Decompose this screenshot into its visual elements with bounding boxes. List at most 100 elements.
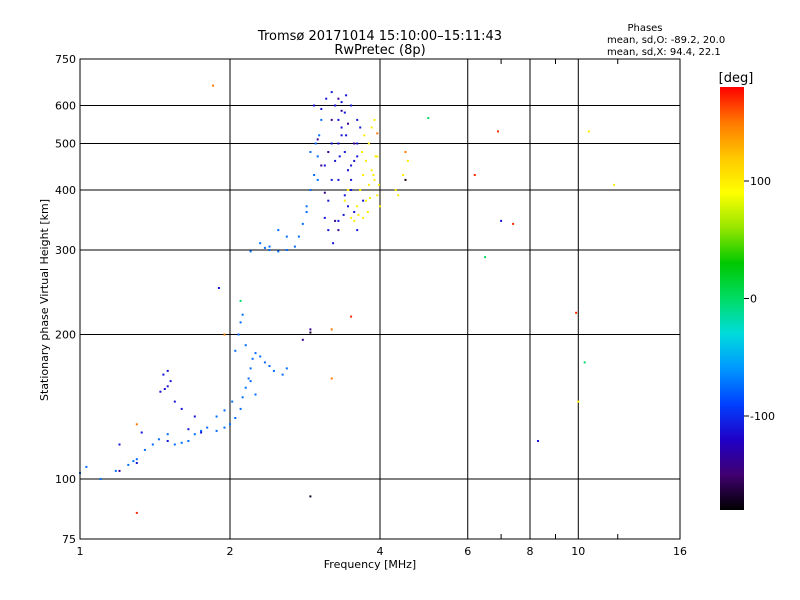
data-point — [327, 151, 330, 153]
data-point — [330, 377, 333, 380]
data-point — [244, 386, 247, 389]
data-point — [347, 205, 349, 208]
data-point — [406, 159, 409, 162]
data-point — [497, 130, 499, 133]
data-point — [330, 91, 333, 94]
data-point — [239, 407, 242, 410]
data-point — [305, 211, 308, 213]
data-point — [345, 134, 348, 137]
data-point — [362, 199, 365, 202]
data-point — [320, 118, 323, 121]
data-point — [370, 126, 373, 129]
colorbar-label: [deg] — [719, 71, 754, 86]
data-point — [249, 250, 252, 253]
data-point — [334, 219, 337, 222]
data-point — [356, 205, 359, 208]
data-point — [316, 138, 319, 141]
stats-x-line: mean, sd,X: 94.4, 22.1 — [607, 47, 721, 58]
data-point — [404, 151, 407, 153]
data-point — [365, 199, 367, 202]
data-point — [337, 229, 340, 232]
data-point — [127, 463, 130, 466]
y-tick-label: 100 — [55, 473, 76, 486]
data-point — [402, 174, 405, 176]
data-point — [323, 164, 326, 167]
data-point — [367, 183, 370, 186]
data-point — [200, 429, 203, 432]
data-point — [277, 229, 280, 232]
data-point — [223, 333, 226, 336]
data-point — [241, 313, 244, 316]
data-point — [254, 393, 257, 396]
data-point — [135, 462, 138, 464]
data-point — [239, 299, 242, 302]
data-point — [187, 428, 190, 431]
data-point — [166, 440, 169, 442]
colorbar-ticks: 100 0 -100 — [744, 175, 775, 423]
data-point — [99, 478, 102, 480]
data-point — [223, 409, 226, 412]
data-point — [394, 189, 397, 191]
data-point — [330, 118, 333, 121]
data-point — [301, 338, 304, 341]
data-point — [356, 142, 359, 145]
data-point — [193, 433, 196, 436]
data-point — [135, 511, 138, 514]
data-point — [231, 400, 234, 403]
data-point — [345, 94, 348, 97]
data-point — [320, 108, 323, 110]
data-points — [79, 84, 616, 514]
data-point — [173, 400, 176, 403]
data-point — [537, 440, 539, 442]
data-point — [373, 178, 376, 181]
data-point — [151, 443, 154, 446]
data-point — [350, 178, 353, 181]
data-point — [244, 344, 247, 347]
data-point — [334, 104, 337, 107]
data-point — [484, 256, 487, 259]
data-point — [337, 219, 340, 222]
data-point — [367, 142, 370, 145]
data-point — [254, 352, 257, 355]
data-point — [379, 205, 381, 208]
y-tick-label: 500 — [55, 138, 76, 151]
data-point — [85, 465, 88, 468]
data-point — [334, 159, 337, 162]
x-tick-label: 4 — [377, 545, 384, 558]
colorbar-tick-label: 100 — [750, 175, 771, 188]
data-point — [347, 122, 349, 125]
data-point — [215, 415, 218, 418]
data-point — [356, 229, 359, 232]
data-point — [268, 365, 271, 367]
data-point — [343, 111, 346, 114]
data-point — [583, 361, 586, 364]
data-point — [327, 229, 330, 232]
data-point — [316, 178, 319, 181]
data-point — [163, 388, 166, 390]
data-point — [343, 151, 346, 153]
data-point — [157, 438, 160, 441]
data-point — [323, 216, 326, 219]
data-point — [200, 431, 203, 434]
data-point — [318, 134, 321, 137]
data-point — [234, 417, 237, 419]
data-point — [285, 235, 288, 238]
y-tick-label: 75 — [62, 533, 76, 546]
data-point — [359, 189, 362, 191]
data-point — [241, 396, 244, 399]
data-point — [132, 460, 135, 463]
data-point — [350, 216, 353, 219]
data-point — [281, 373, 284, 376]
data-point — [159, 390, 162, 393]
data-point — [206, 426, 209, 429]
data-point — [229, 423, 231, 426]
data-point — [361, 151, 363, 153]
x-axis-label: Frequency [MHz] — [324, 558, 416, 571]
data-point — [215, 429, 218, 432]
data-point — [374, 155, 377, 158]
data-point — [350, 315, 353, 318]
y-axis-label: Stationary phase Virtual Height [km] — [38, 199, 51, 401]
data-point — [143, 448, 146, 451]
data-point — [377, 183, 380, 186]
